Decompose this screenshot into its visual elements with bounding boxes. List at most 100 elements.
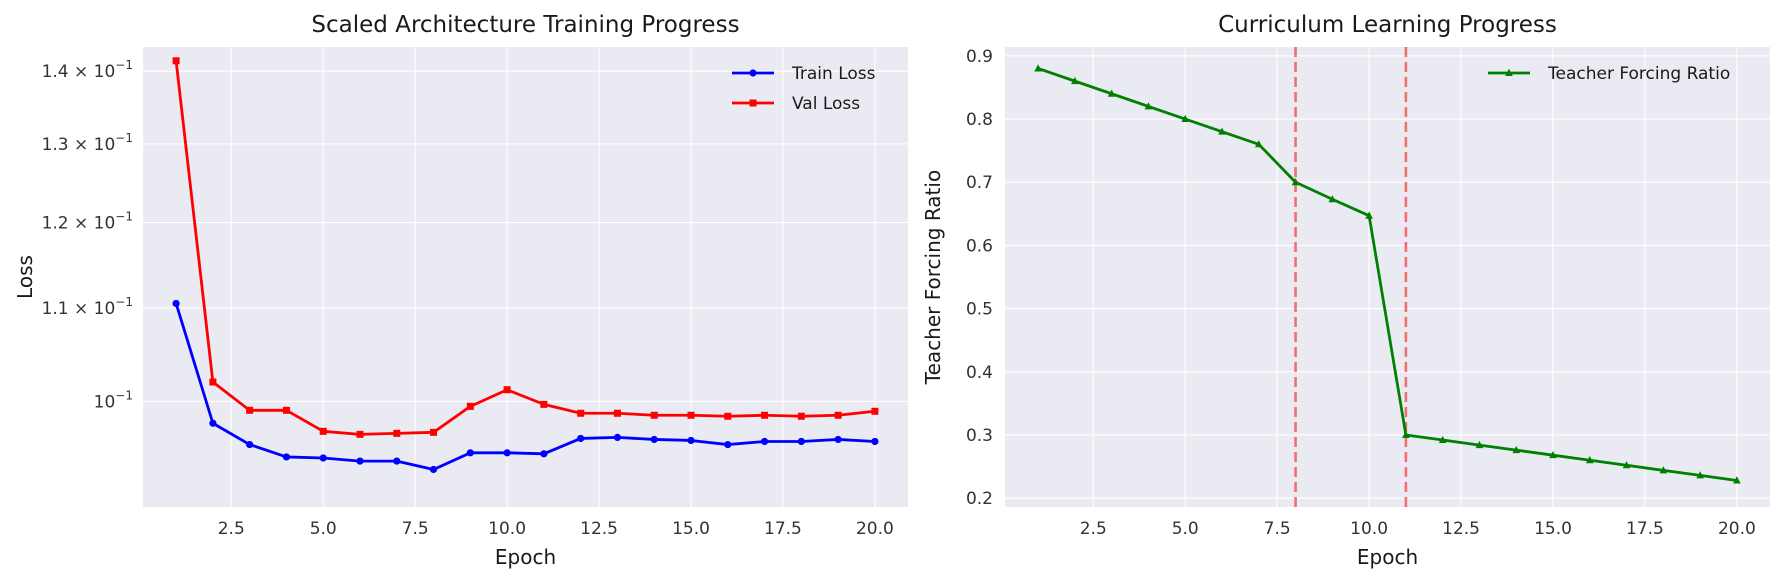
teacher-forcing-ratio-point	[1218, 127, 1226, 135]
teacher-forcing-ratio-point	[1475, 440, 1484, 449]
curriculum-plot-area	[1005, 47, 1770, 507]
train-loss-legend-label: Train Loss	[791, 64, 876, 84]
val-loss-point	[466, 402, 474, 410]
teacher-forcing-ratio-point	[1254, 140, 1263, 148]
train-loss-point	[393, 457, 401, 465]
curriculum-series	[1034, 64, 1741, 484]
teacher-forcing-ratio-point	[1659, 466, 1668, 474]
curriculum-legend: Teacher Forcing Ratio	[1488, 64, 1730, 84]
curriculum-grid	[1005, 47, 1770, 507]
y-tick-label: 0.4	[966, 363, 993, 383]
teacher-forcing-ratio-point	[1549, 450, 1557, 459]
curriculum-chart: 2.5 5.0 7.5 10.0 12.5 15.0 17.5 20.0 0.20.30.40…	[921, 12, 1770, 569]
val-loss-point	[209, 378, 217, 386]
teacher-forcing-ratio-point	[1585, 456, 1594, 464]
val-loss-point	[613, 409, 621, 417]
loss-x-axis-label: Epoch	[495, 545, 556, 569]
y-tick-label: 0.5	[966, 300, 993, 320]
x-tick-label: 15.0	[1534, 519, 1572, 539]
teacher-forcing-ratio-legend-label: Teacher Forcing Ratio	[1547, 64, 1730, 84]
train-loss-point	[209, 419, 217, 427]
val-loss-point	[871, 407, 879, 415]
train-loss-point	[503, 449, 511, 457]
teacher-forcing-ratio-point	[1071, 76, 1079, 85]
train-loss-point	[871, 437, 879, 446]
teacher-forcing-ratio-point	[1402, 430, 1410, 438]
x-tick-label: 20.0	[856, 519, 894, 539]
loss-y-ticks: 10−1 1.1 × 10−1 1.2 × 10−1 1.3 × 10−1 1.4 × …	[42, 58, 133, 412]
teacher-forcing-ratio-point	[1512, 445, 1521, 454]
x-tick-label: 2.5	[218, 519, 245, 539]
teacher-forcing-ratio-point	[1291, 178, 1300, 186]
teacher-forcing-ratio-point	[1696, 471, 1704, 479]
train-loss-point	[834, 435, 842, 444]
y-tick-label: 0.3	[966, 426, 993, 446]
val-loss-point	[650, 411, 658, 419]
loss-plot-area	[143, 47, 908, 507]
loss-grid	[143, 47, 908, 507]
y-tick-label: 1.1 × 10−1	[42, 295, 133, 319]
x-tick-label: 5.0	[310, 519, 337, 539]
train-loss-point	[466, 449, 474, 457]
loss-series	[172, 57, 879, 474]
y-tick-label: 0.9	[966, 47, 993, 67]
val-loss-point	[172, 57, 180, 65]
train-loss-point	[613, 433, 622, 442]
y-tick-label: 0.8	[966, 110, 993, 130]
val-loss-point	[724, 412, 732, 420]
val-loss-legend-marker	[749, 99, 757, 107]
curriculum-chart-title: Curriculum Learning Progress	[1218, 12, 1557, 38]
train-loss-point	[356, 457, 364, 465]
val-loss-point	[687, 411, 695, 419]
val-loss-point	[834, 411, 842, 419]
x-tick-label: 15.0	[672, 519, 710, 539]
teacher-forcing-ratio-point	[1107, 89, 1116, 97]
train-loss-point	[429, 465, 438, 474]
train-loss-point	[724, 440, 732, 449]
x-tick-label: 17.5	[764, 519, 802, 539]
y-tick-label: 1.3 × 10−1	[42, 131, 133, 155]
val-loss-legend-label: Val Loss	[792, 94, 860, 114]
val-loss-point	[246, 406, 254, 414]
x-tick-label: 7.5	[402, 519, 429, 539]
val-loss-point	[540, 400, 548, 408]
curriculum-x-ticks: 2.5 5.0 7.5 10.0 12.5 15.0 17.5 20.0	[1080, 519, 1756, 539]
loss-legend: Train Loss Val Loss	[732, 64, 876, 114]
val-loss-point	[577, 409, 585, 417]
train-loss-line	[174, 303, 875, 471]
loss-x-ticks: 2.5 5.0 7.5 10.0 12.5 15.0 17.5 20.0	[218, 519, 894, 539]
teacher-forcing-ratio-point	[1733, 476, 1741, 484]
teacher-forcing-ratio-point	[1365, 211, 1373, 219]
teacher-forcing-ratio-point	[1622, 461, 1631, 469]
x-tick-label: 2.5	[1080, 519, 1107, 539]
train-loss-point	[246, 440, 254, 449]
x-tick-label: 17.5	[1626, 519, 1664, 539]
teacher-forcing-ratio-legend-marker	[1505, 68, 1513, 76]
train-loss-point	[760, 437, 769, 446]
train-loss-point	[650, 435, 658, 444]
val-loss-point	[356, 430, 364, 438]
train-loss-point	[319, 454, 327, 462]
teacher-forcing-ratio-point	[1034, 64, 1042, 72]
x-tick-label: 5.0	[1172, 519, 1199, 539]
val-loss-point	[761, 411, 769, 419]
train-loss-point	[282, 453, 291, 461]
teacher-forcing-ratio-point	[1438, 435, 1447, 444]
loss-chart: 2.5 5.0 7.5 10.0 12.5 15.0 17.5 20.0 10−1 1.1 × …	[13, 12, 908, 569]
teacher-forcing-ratio-point	[1144, 102, 1153, 110]
x-tick-label: 12.5	[1442, 519, 1480, 539]
teacher-forcing-ratio-line	[1037, 67, 1738, 482]
val-loss-point	[797, 412, 805, 420]
x-tick-label: 7.5	[1264, 519, 1291, 539]
train-loss-point	[172, 299, 180, 308]
y-tick-label: 10−1	[94, 388, 133, 412]
train-loss-point	[797, 437, 805, 446]
y-tick-label: 0.6	[966, 236, 993, 256]
val-loss-point	[282, 406, 290, 414]
val-loss-point	[503, 386, 511, 394]
teacher-forcing-ratio-point	[1328, 195, 1337, 203]
val-loss-line	[174, 60, 876, 436]
x-tick-label: 20.0	[1718, 519, 1756, 539]
loss-y-axis-label: Loss	[13, 255, 37, 299]
